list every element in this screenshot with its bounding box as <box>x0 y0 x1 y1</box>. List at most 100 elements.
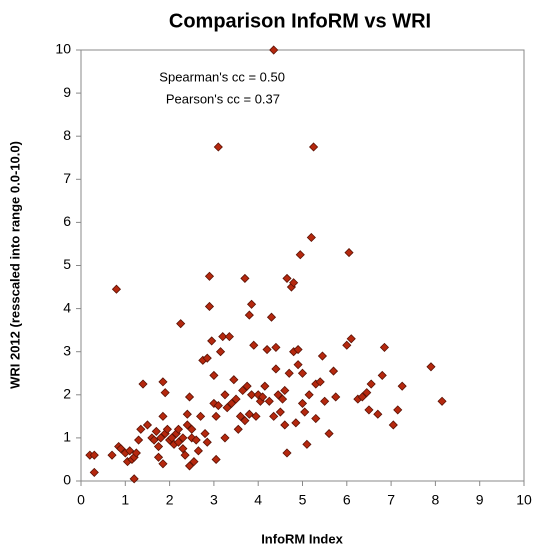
point <box>142 420 153 430</box>
point <box>357 392 367 402</box>
point <box>293 344 303 355</box>
point <box>289 278 299 288</box>
point <box>180 450 190 460</box>
point <box>364 405 374 415</box>
point <box>260 381 270 391</box>
point <box>213 401 223 411</box>
point <box>178 433 188 443</box>
point <box>213 142 223 152</box>
point <box>280 385 290 396</box>
point <box>89 450 99 460</box>
point <box>271 342 281 352</box>
point <box>220 433 230 443</box>
point <box>344 248 354 258</box>
annotation: Pearson's cc = 0.37 <box>166 91 280 106</box>
point <box>297 398 308 408</box>
point <box>176 319 186 329</box>
point <box>331 392 341 402</box>
point <box>178 444 188 454</box>
point <box>184 461 195 471</box>
x-tick-label: 10 <box>516 492 532 508</box>
point <box>342 340 352 350</box>
point <box>200 429 210 439</box>
point <box>251 411 261 421</box>
point <box>224 332 234 342</box>
point <box>204 301 215 312</box>
point <box>300 407 310 417</box>
point <box>324 429 334 439</box>
point <box>184 392 195 402</box>
point <box>291 418 301 428</box>
point <box>240 273 250 283</box>
y-tick-label: 9 <box>63 84 71 100</box>
point <box>173 424 184 434</box>
point <box>249 340 259 350</box>
point <box>295 250 305 260</box>
chart-title: Comparison InfoRM vs WRI <box>169 10 431 32</box>
x-tick-label: 7 <box>387 492 395 508</box>
point <box>153 452 164 462</box>
x-tick-label: 5 <box>299 492 307 508</box>
point <box>211 454 221 465</box>
point <box>258 392 268 402</box>
point <box>229 375 239 385</box>
point <box>107 450 117 460</box>
point <box>173 437 184 447</box>
point <box>151 426 161 437</box>
x-tick-label: 3 <box>210 492 218 508</box>
point <box>209 370 219 380</box>
point <box>244 310 254 320</box>
point <box>189 457 199 467</box>
point <box>280 420 290 430</box>
point <box>160 388 170 398</box>
point <box>167 433 177 443</box>
point <box>187 424 197 434</box>
y-tick-label: 2 <box>63 386 71 402</box>
point <box>129 474 139 484</box>
x-tick-label: 2 <box>166 492 174 508</box>
point <box>269 45 279 55</box>
point <box>366 379 376 389</box>
point <box>202 437 212 447</box>
point <box>284 368 294 378</box>
point <box>218 332 228 342</box>
point <box>246 299 257 309</box>
point <box>397 381 407 391</box>
point <box>158 377 168 387</box>
y-tick-label: 6 <box>63 213 71 229</box>
point <box>282 273 292 283</box>
point <box>196 411 206 421</box>
point <box>153 441 164 452</box>
point <box>211 411 221 421</box>
point <box>262 344 272 355</box>
point <box>393 405 403 415</box>
x-axis-label: InfoRM Index <box>261 531 343 546</box>
point <box>320 396 330 406</box>
point <box>220 390 230 400</box>
point <box>264 396 274 406</box>
point <box>373 409 383 419</box>
point <box>111 284 122 294</box>
y-tick-label: 4 <box>63 299 71 315</box>
point <box>204 271 215 281</box>
x-tick-label: 9 <box>476 492 484 508</box>
point <box>156 433 166 443</box>
point <box>388 420 398 430</box>
point <box>162 424 172 434</box>
point <box>362 388 372 398</box>
point <box>131 448 141 458</box>
point <box>182 420 192 430</box>
point <box>238 385 248 396</box>
point <box>125 446 135 456</box>
point <box>233 424 243 434</box>
x-tick-label: 4 <box>254 492 262 508</box>
point <box>231 394 241 404</box>
x-tick-label: 6 <box>343 492 351 508</box>
point <box>202 353 212 363</box>
point <box>437 396 447 406</box>
point <box>207 336 217 346</box>
annotation-box <box>108 62 293 118</box>
point <box>426 362 436 372</box>
point <box>191 435 201 445</box>
point <box>273 390 283 400</box>
